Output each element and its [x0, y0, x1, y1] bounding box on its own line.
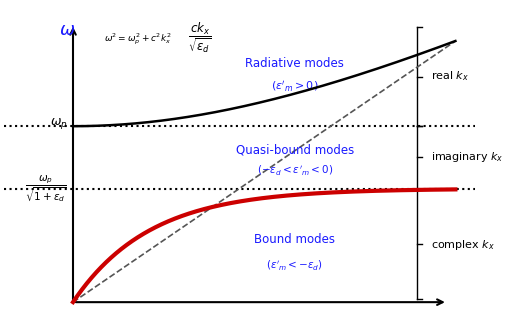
Text: complex $k_x$: complex $k_x$ [431, 238, 494, 252]
Text: $\omega$: $\omega$ [59, 21, 76, 39]
Text: Bound modes: Bound modes [254, 233, 335, 246]
Text: $(-\varepsilon_d < \varepsilon'_m < 0)$: $(-\varepsilon_d < \varepsilon'_m < 0)$ [256, 163, 333, 177]
Text: $\dfrac{ck_x}{\sqrt{\varepsilon_d}}$: $\dfrac{ck_x}{\sqrt{\varepsilon_d}}$ [188, 21, 211, 55]
Text: $\dfrac{\omega_p}{\sqrt{1+\varepsilon_d}}$: $\dfrac{\omega_p}{\sqrt{1+\varepsilon_d}… [25, 173, 67, 204]
Text: real $k_x$: real $k_x$ [431, 70, 468, 83]
Text: $(\varepsilon'_m > 0)$: $(\varepsilon'_m > 0)$ [271, 79, 319, 94]
Text: Quasi-bound modes: Quasi-bound modes [235, 144, 354, 157]
Text: Radiative modes: Radiative modes [245, 57, 344, 70]
Text: $\omega^2 = \omega_p^2 + c^2k_x^2$: $\omega^2 = \omega_p^2 + c^2k_x^2$ [104, 31, 171, 47]
Text: imaginary $k_x$: imaginary $k_x$ [431, 150, 503, 164]
Text: $(\varepsilon'_m < -\varepsilon_d)$: $(\varepsilon'_m < -\varepsilon_d)$ [266, 258, 323, 272]
Text: $\omega_p$: $\omega_p$ [50, 116, 67, 131]
